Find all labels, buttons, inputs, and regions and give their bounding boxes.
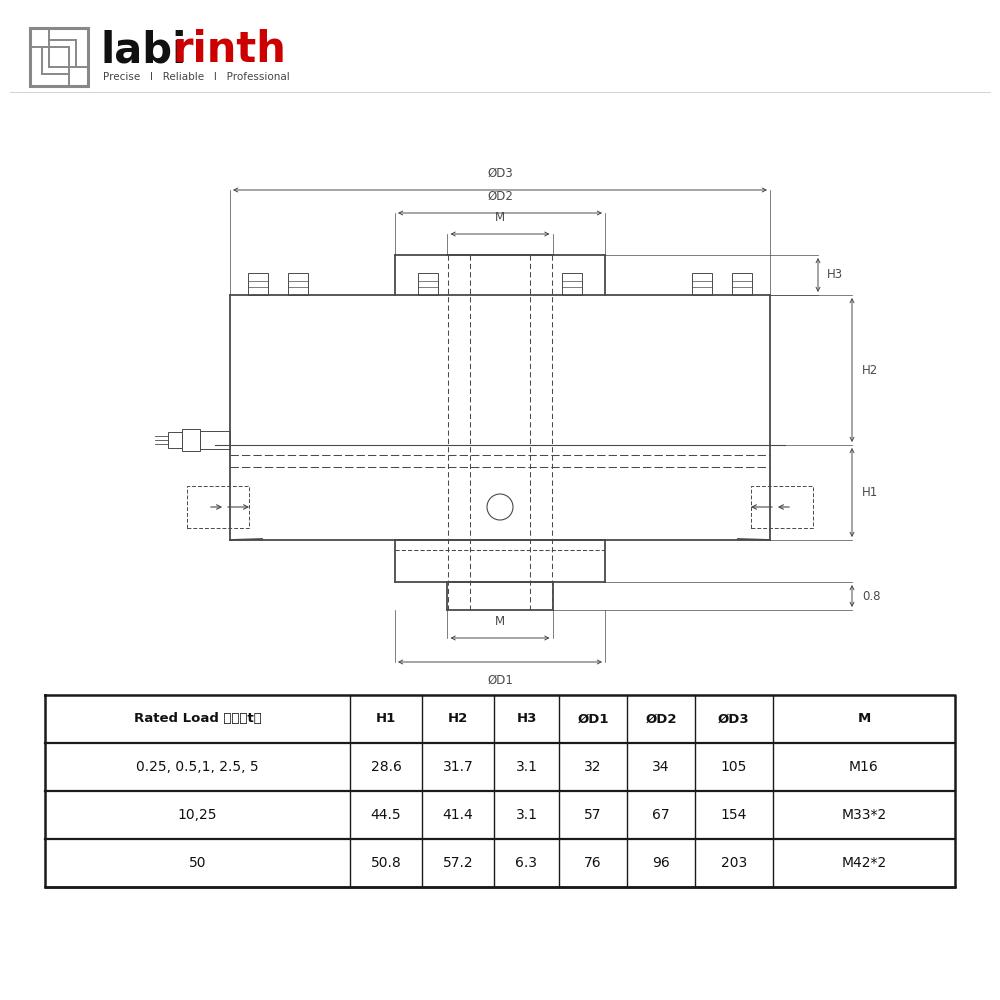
Bar <box>168 432 182 448</box>
Text: H2: H2 <box>862 363 878 376</box>
Text: M42*2: M42*2 <box>841 856 887 870</box>
Bar <box>562 273 582 295</box>
Text: ØD1: ØD1 <box>577 713 609 726</box>
Text: ØD1: ØD1 <box>487 674 513 687</box>
Text: 3.1: 3.1 <box>516 808 538 822</box>
Bar <box>248 273 268 295</box>
Text: 32: 32 <box>584 760 602 774</box>
Bar <box>288 273 308 295</box>
Text: M33*2: M33*2 <box>841 808 887 822</box>
Text: M: M <box>857 713 871 726</box>
Text: 44.5: 44.5 <box>371 808 401 822</box>
Text: 3.1: 3.1 <box>516 760 538 774</box>
Bar <box>732 273 752 295</box>
Text: labi: labi <box>101 29 187 71</box>
Text: H1: H1 <box>376 713 396 726</box>
Text: H3: H3 <box>827 268 843 282</box>
Text: 50.8: 50.8 <box>371 856 401 870</box>
Text: 41.4: 41.4 <box>443 808 473 822</box>
Bar <box>30 28 88 86</box>
Text: 203: 203 <box>721 856 747 870</box>
Bar <box>200 431 230 449</box>
Text: 34: 34 <box>652 760 670 774</box>
Text: 57.2: 57.2 <box>443 856 473 870</box>
Text: M: M <box>495 211 505 224</box>
Text: ØD2: ØD2 <box>645 713 677 726</box>
Text: 0.25, 0.5,1, 2.5, 5: 0.25, 0.5,1, 2.5, 5 <box>136 760 259 774</box>
Text: 6.3: 6.3 <box>516 856 538 870</box>
Text: 67: 67 <box>652 808 670 822</box>
Text: rinth: rinth <box>173 29 287 71</box>
Text: 28.6: 28.6 <box>371 760 401 774</box>
Text: Precise   I   Reliable   I   Professional: Precise I Reliable I Professional <box>103 72 290 82</box>
Text: 57: 57 <box>584 808 602 822</box>
Bar <box>692 273 712 295</box>
Text: M: M <box>495 615 505 628</box>
Text: 154: 154 <box>721 808 747 822</box>
Text: 96: 96 <box>652 856 670 870</box>
Text: 76: 76 <box>584 856 602 870</box>
Text: H2: H2 <box>448 713 468 726</box>
Text: ØD3: ØD3 <box>718 713 750 726</box>
Text: Rated Load 载荷（t）: Rated Load 载荷（t） <box>134 713 261 726</box>
Bar <box>182 429 200 451</box>
Text: 0.8: 0.8 <box>862 589 880 602</box>
Text: M16: M16 <box>849 760 879 774</box>
Text: H3: H3 <box>516 713 537 726</box>
Text: 31.7: 31.7 <box>443 760 473 774</box>
Text: 50: 50 <box>189 856 206 870</box>
Text: H1: H1 <box>862 486 878 499</box>
Text: 10,25: 10,25 <box>178 808 217 822</box>
Text: ØD3: ØD3 <box>487 167 513 180</box>
Bar <box>418 273 438 295</box>
Text: 105: 105 <box>721 760 747 774</box>
Text: ØD2: ØD2 <box>487 190 513 203</box>
